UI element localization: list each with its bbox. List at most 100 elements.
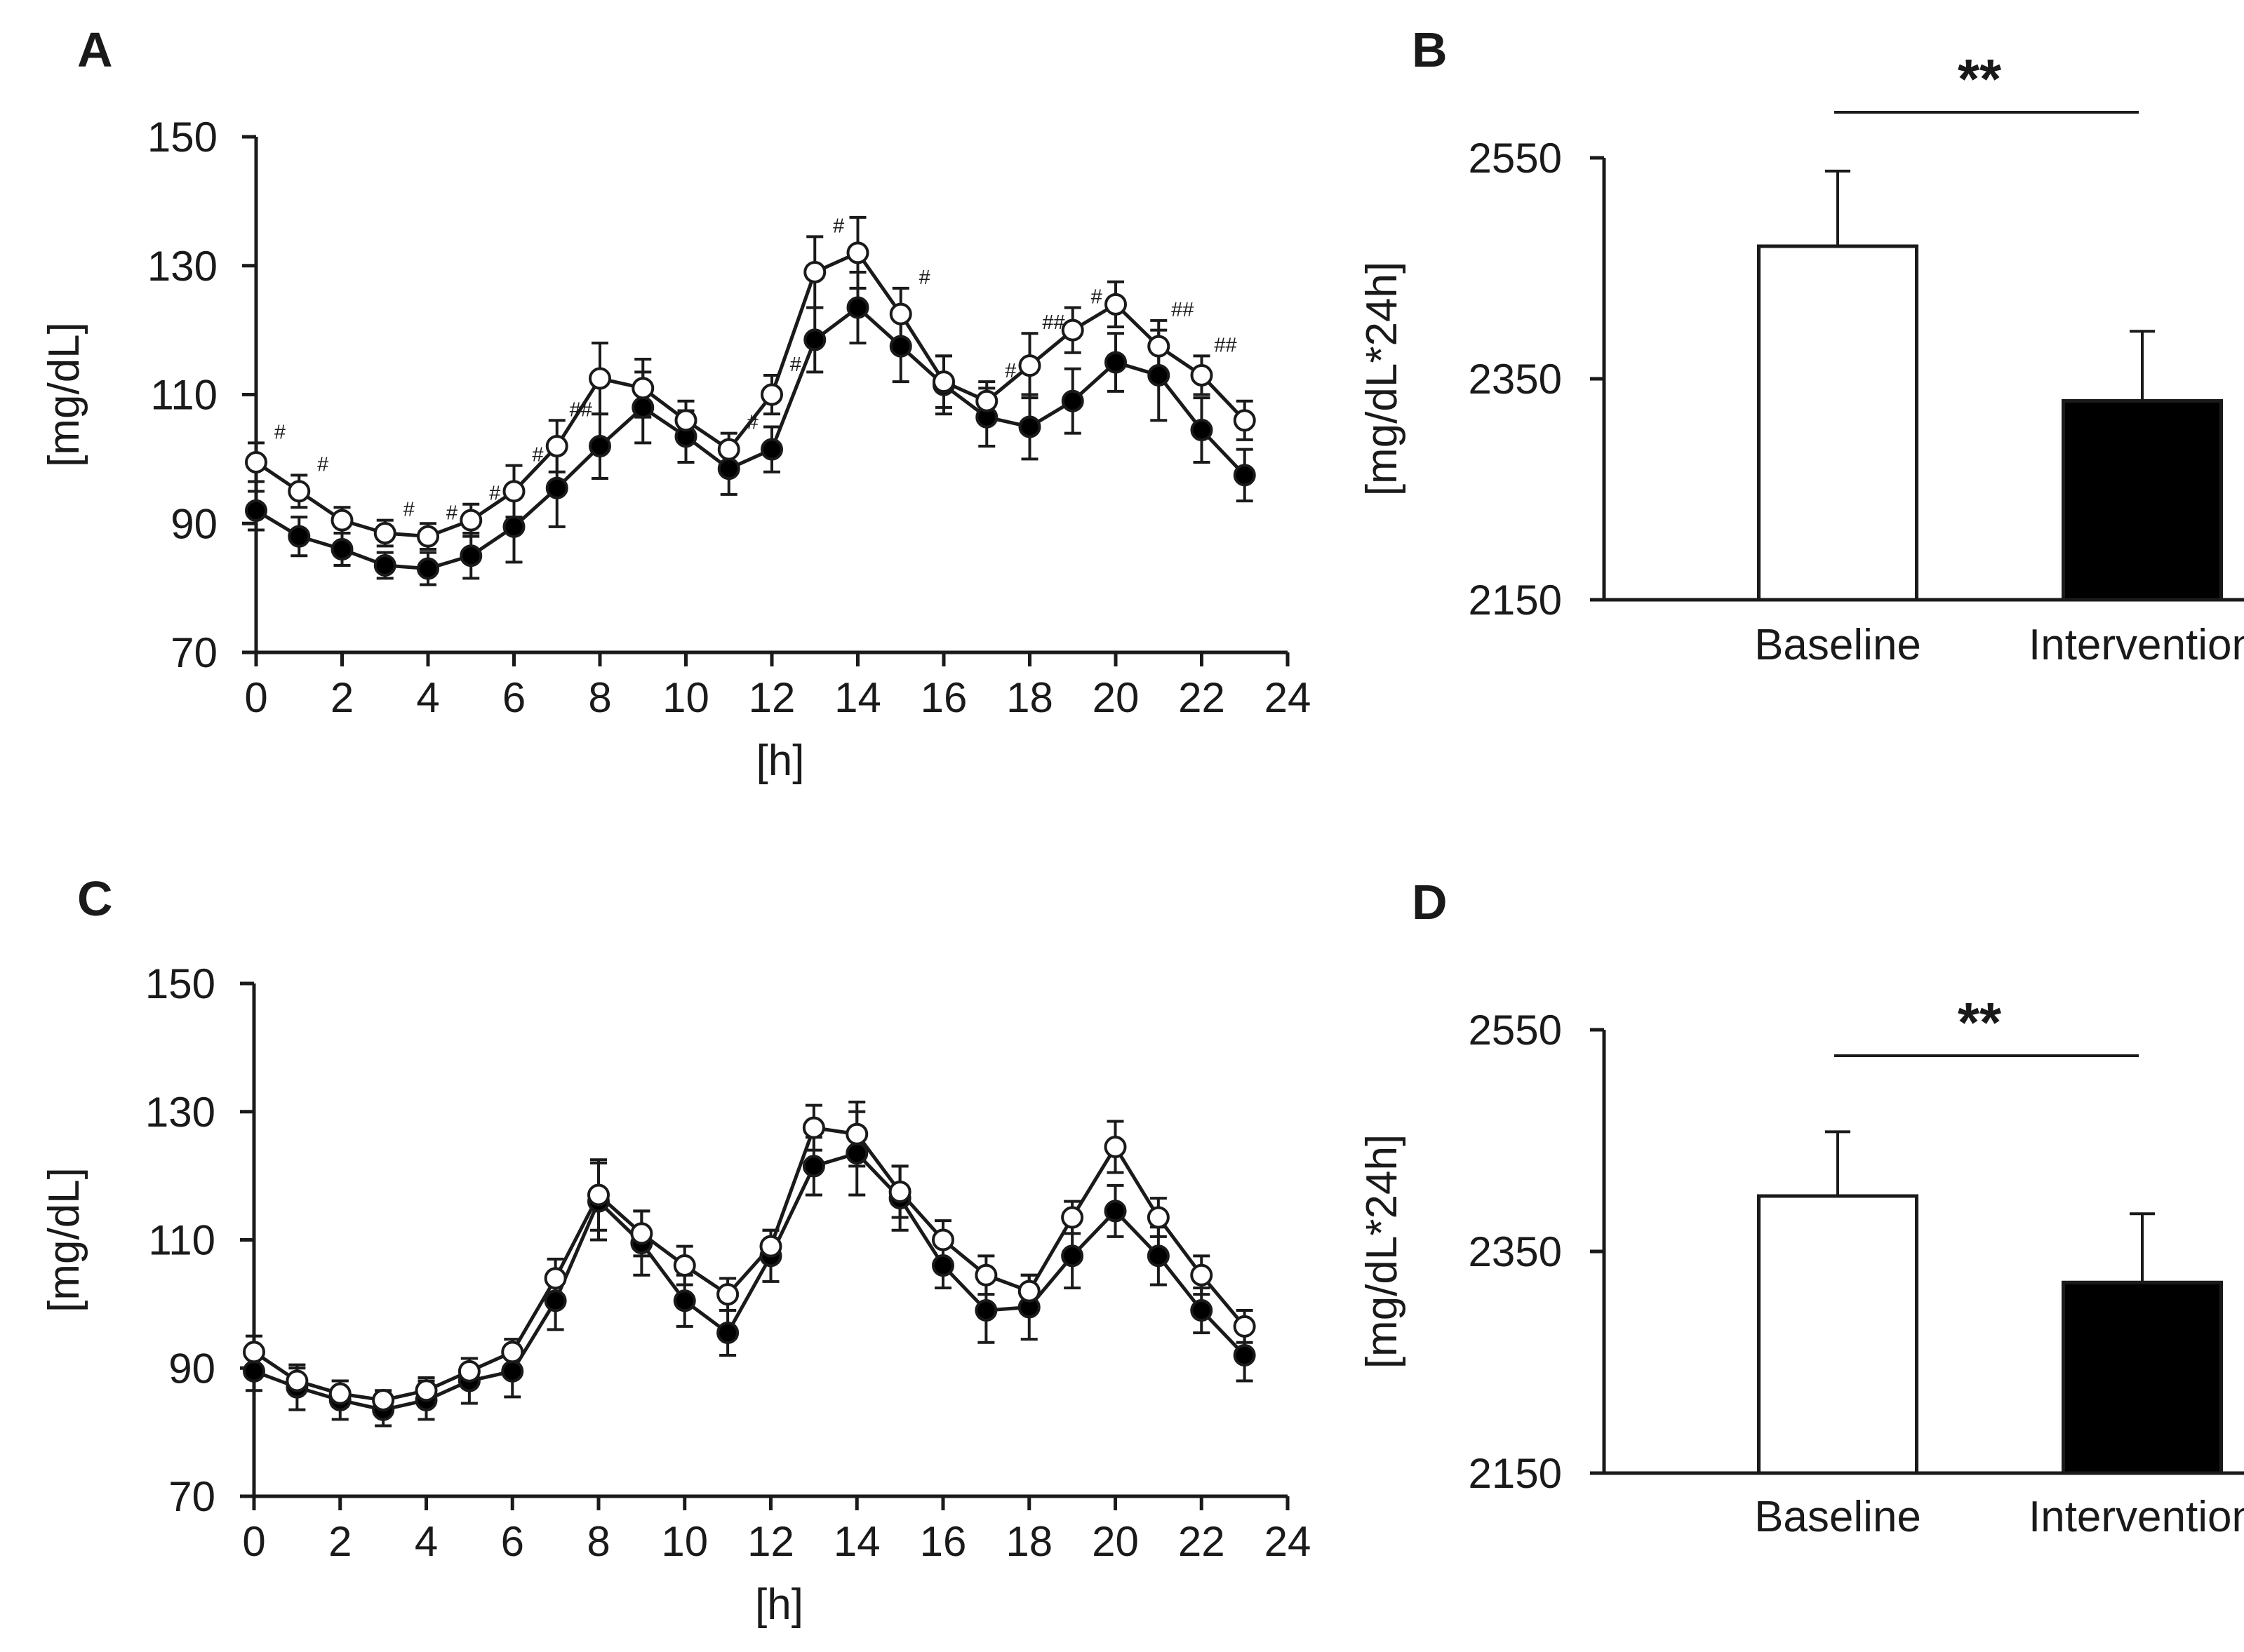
y-tick-label: 150 [145, 960, 215, 1007]
open-circle-point [458, 1359, 481, 1383]
x-tick-label: 14 [834, 674, 881, 721]
significance-hash: ## [570, 398, 592, 421]
significance-hash: # [403, 499, 415, 521]
y-tick-label: 70 [171, 629, 218, 676]
open-circle-series-line [253, 1125, 1246, 1402]
significance-stars: ** [1958, 991, 2002, 1054]
y-tick-label: 2150 [1469, 1450, 1562, 1497]
open-circle-point [975, 389, 999, 412]
x-tick-label: 10 [662, 674, 709, 721]
x-tick-label: 12 [749, 674, 796, 721]
significance-hash: # [833, 215, 844, 237]
open-circle-point [717, 438, 740, 461]
open-circle-point [846, 241, 869, 264]
open-circle-point [761, 383, 783, 406]
baseline-bar [1757, 244, 1918, 602]
panel-letter: C [77, 871, 113, 926]
filled-circle-point [846, 1142, 869, 1165]
filled-circle-point [545, 476, 568, 499]
x-tick-label: 0 [244, 674, 267, 721]
y-tick-label: 130 [145, 1089, 215, 1136]
open-circle-point [544, 1267, 567, 1290]
open-circle-point [545, 435, 568, 457]
open-circle-point [1018, 354, 1041, 377]
filled-circle-point [501, 1359, 524, 1383]
significance-hash: # [317, 453, 328, 476]
category-label: Intervention [2029, 621, 2244, 669]
x-tick-label: 2 [330, 674, 354, 721]
open-circle-point [286, 1369, 309, 1392]
filled-circle-point [1233, 464, 1256, 487]
open-circle-point [1190, 1263, 1213, 1287]
x-tick-label: 4 [416, 674, 439, 721]
filled-circle-point [802, 1155, 825, 1178]
open-circle-point [328, 1382, 352, 1405]
filled-circle-point [673, 1289, 696, 1312]
significance-hash: # [274, 421, 286, 443]
x-tick-label: 0 [242, 1518, 265, 1565]
filled-circle-point [1104, 351, 1127, 374]
open-circle-point [501, 1341, 524, 1364]
x-tick-label: 10 [661, 1518, 708, 1565]
x-tick-label: 20 [1093, 674, 1140, 721]
filled-circle-point [589, 435, 611, 457]
category-label: Baseline [1754, 621, 1921, 669]
open-circle-point [288, 480, 311, 503]
open-circle-point [932, 1228, 954, 1251]
open-circle-point [502, 480, 526, 503]
filled-circle-point [1104, 1200, 1127, 1223]
filled-circle-point [544, 1289, 567, 1312]
x-tick-label: 24 [1264, 1518, 1311, 1565]
open-circle-point [802, 1116, 825, 1139]
open-circle-point [589, 367, 611, 390]
intervention-bar [2062, 399, 2223, 602]
filled-circle-point [330, 538, 354, 560]
open-circle-point [1061, 318, 1084, 342]
filled-circle-point [932, 1254, 954, 1277]
category-label: Baseline [1754, 1493, 1921, 1541]
significance-hash: # [532, 444, 543, 466]
x-tick-label: 24 [1264, 674, 1311, 721]
filled-circle-series-line [253, 1151, 1246, 1412]
x-tick-label: 6 [502, 674, 526, 721]
filled-circle-point [460, 544, 483, 568]
filled-circle-point [373, 553, 396, 577]
filled-circle-point [288, 525, 311, 548]
filled-circle-point [975, 1299, 998, 1322]
filled-circle-point [245, 499, 267, 522]
open-circle-point [630, 1222, 653, 1245]
open-circle-point [243, 1341, 265, 1364]
baseline-bar [1757, 1194, 1918, 1475]
filled-circle-point [632, 396, 655, 419]
x-tick-label: 22 [1178, 674, 1225, 721]
x-tick-label: 14 [834, 1518, 881, 1565]
open-circle-point [1104, 293, 1127, 316]
x-tick-label: 16 [920, 1518, 967, 1565]
filled-circle-point [1147, 363, 1170, 387]
open-circle-point [673, 1254, 696, 1277]
significance-hash: ## [1042, 311, 1064, 334]
open-circle-point [716, 1283, 740, 1306]
filled-circle-point [803, 328, 827, 351]
open-circle-point [888, 1180, 911, 1203]
filled-circle-point [1147, 1244, 1170, 1268]
filled-circle-point [1190, 419, 1213, 442]
y-axis-title: [mg/dL] [40, 1167, 88, 1312]
filled-circle-point [761, 438, 783, 461]
filled-circle-point [1190, 1299, 1213, 1322]
open-circle-point [1233, 409, 1256, 432]
y-axis-title: [mg/dL*24h] [1358, 1134, 1406, 1369]
y-tick-label: 2350 [1469, 356, 1562, 403]
y-tick-label: 90 [168, 1345, 215, 1392]
open-circle-point [759, 1235, 782, 1258]
significance-hash: # [446, 502, 458, 524]
open-circle-point [330, 509, 354, 532]
significance-hash: ## [1214, 334, 1236, 356]
open-circle-point [460, 509, 483, 532]
filled-circle-point [502, 515, 526, 538]
significance-hash: # [790, 354, 801, 376]
x-tick-label: 6 [501, 1518, 524, 1565]
